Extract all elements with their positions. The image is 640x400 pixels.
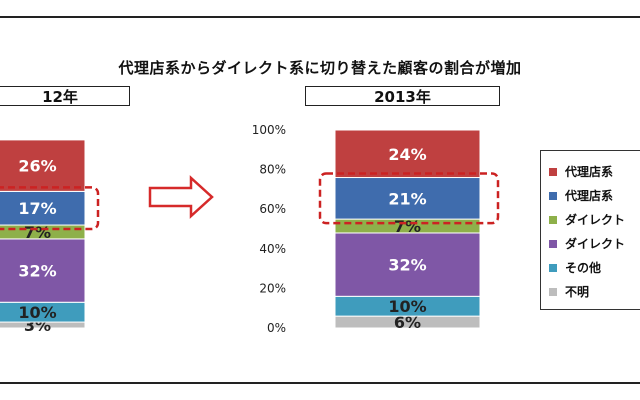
bar-segment-2012-5 [0, 139, 86, 192]
y-tick-label: 40% [259, 242, 286, 256]
data-label-2013-2: 32% [388, 256, 426, 275]
bottom-border-line [0, 382, 640, 384]
data-label-2012-1: 10% [18, 303, 56, 322]
y-tick-label: 60% [259, 202, 286, 216]
legend-swatch [549, 191, 557, 200]
right-arrow-icon [148, 175, 214, 219]
chart-title: 代理店系からダイレクト系に切り替えた顧客の割合が増加 [118, 59, 522, 77]
legend-swatch [549, 215, 557, 224]
legend-item: 不明 [549, 283, 590, 299]
data-label-2012-5: 26% [18, 157, 56, 176]
legend-item: ダイレクト [549, 235, 626, 251]
y-tick-label: 0% [267, 321, 286, 335]
bar-segment-2013-2 [334, 232, 481, 297]
y-tick-label: 80% [259, 163, 286, 177]
data-label-2012-4: 17% [18, 199, 56, 218]
legend-swatch [549, 167, 557, 176]
legend-label: ダイレクト [565, 237, 626, 251]
y-tick-label: 20% [259, 281, 286, 295]
data-label-2013-3: 7% [394, 217, 421, 236]
year-box-2013: 2013年 [305, 86, 500, 106]
highlight-box-2013 [318, 172, 500, 225]
data-label-2013-0: 6% [394, 313, 421, 332]
data-label-2012-3: 7% [24, 223, 51, 242]
legend-label: ダイレクト [565, 213, 626, 227]
data-label-2013-4: 21% [388, 189, 426, 208]
y-tick-label: 100% [252, 123, 286, 137]
legend-label: 代理店系 [565, 189, 614, 203]
legend-label: 不明 [565, 285, 590, 299]
legend-label: 代理店系 [565, 165, 614, 179]
legend-item: 代理店系 [549, 187, 614, 203]
legend-label: その他 [565, 261, 602, 275]
legend-swatch [549, 239, 557, 248]
legend-swatch [549, 263, 557, 272]
legend-item: ダイレクト [549, 211, 626, 227]
bar-segment-2012-2 [0, 238, 86, 303]
top-border-line [0, 16, 640, 18]
data-label-2013-5: 24% [388, 145, 426, 164]
bar-segment-2013-5 [334, 129, 481, 179]
legend-swatch [549, 287, 557, 296]
year-box-2012: 12年 [0, 86, 130, 106]
legend-item: その他 [549, 259, 602, 275]
data-label-2012-2: 32% [18, 262, 56, 281]
legend: 代理店系 代理店系 ダイレクト ダイレクト その他 不明 [540, 150, 640, 310]
legend-item: 代理店系 [549, 163, 614, 179]
data-label-2013-1: 10% [388, 297, 426, 316]
